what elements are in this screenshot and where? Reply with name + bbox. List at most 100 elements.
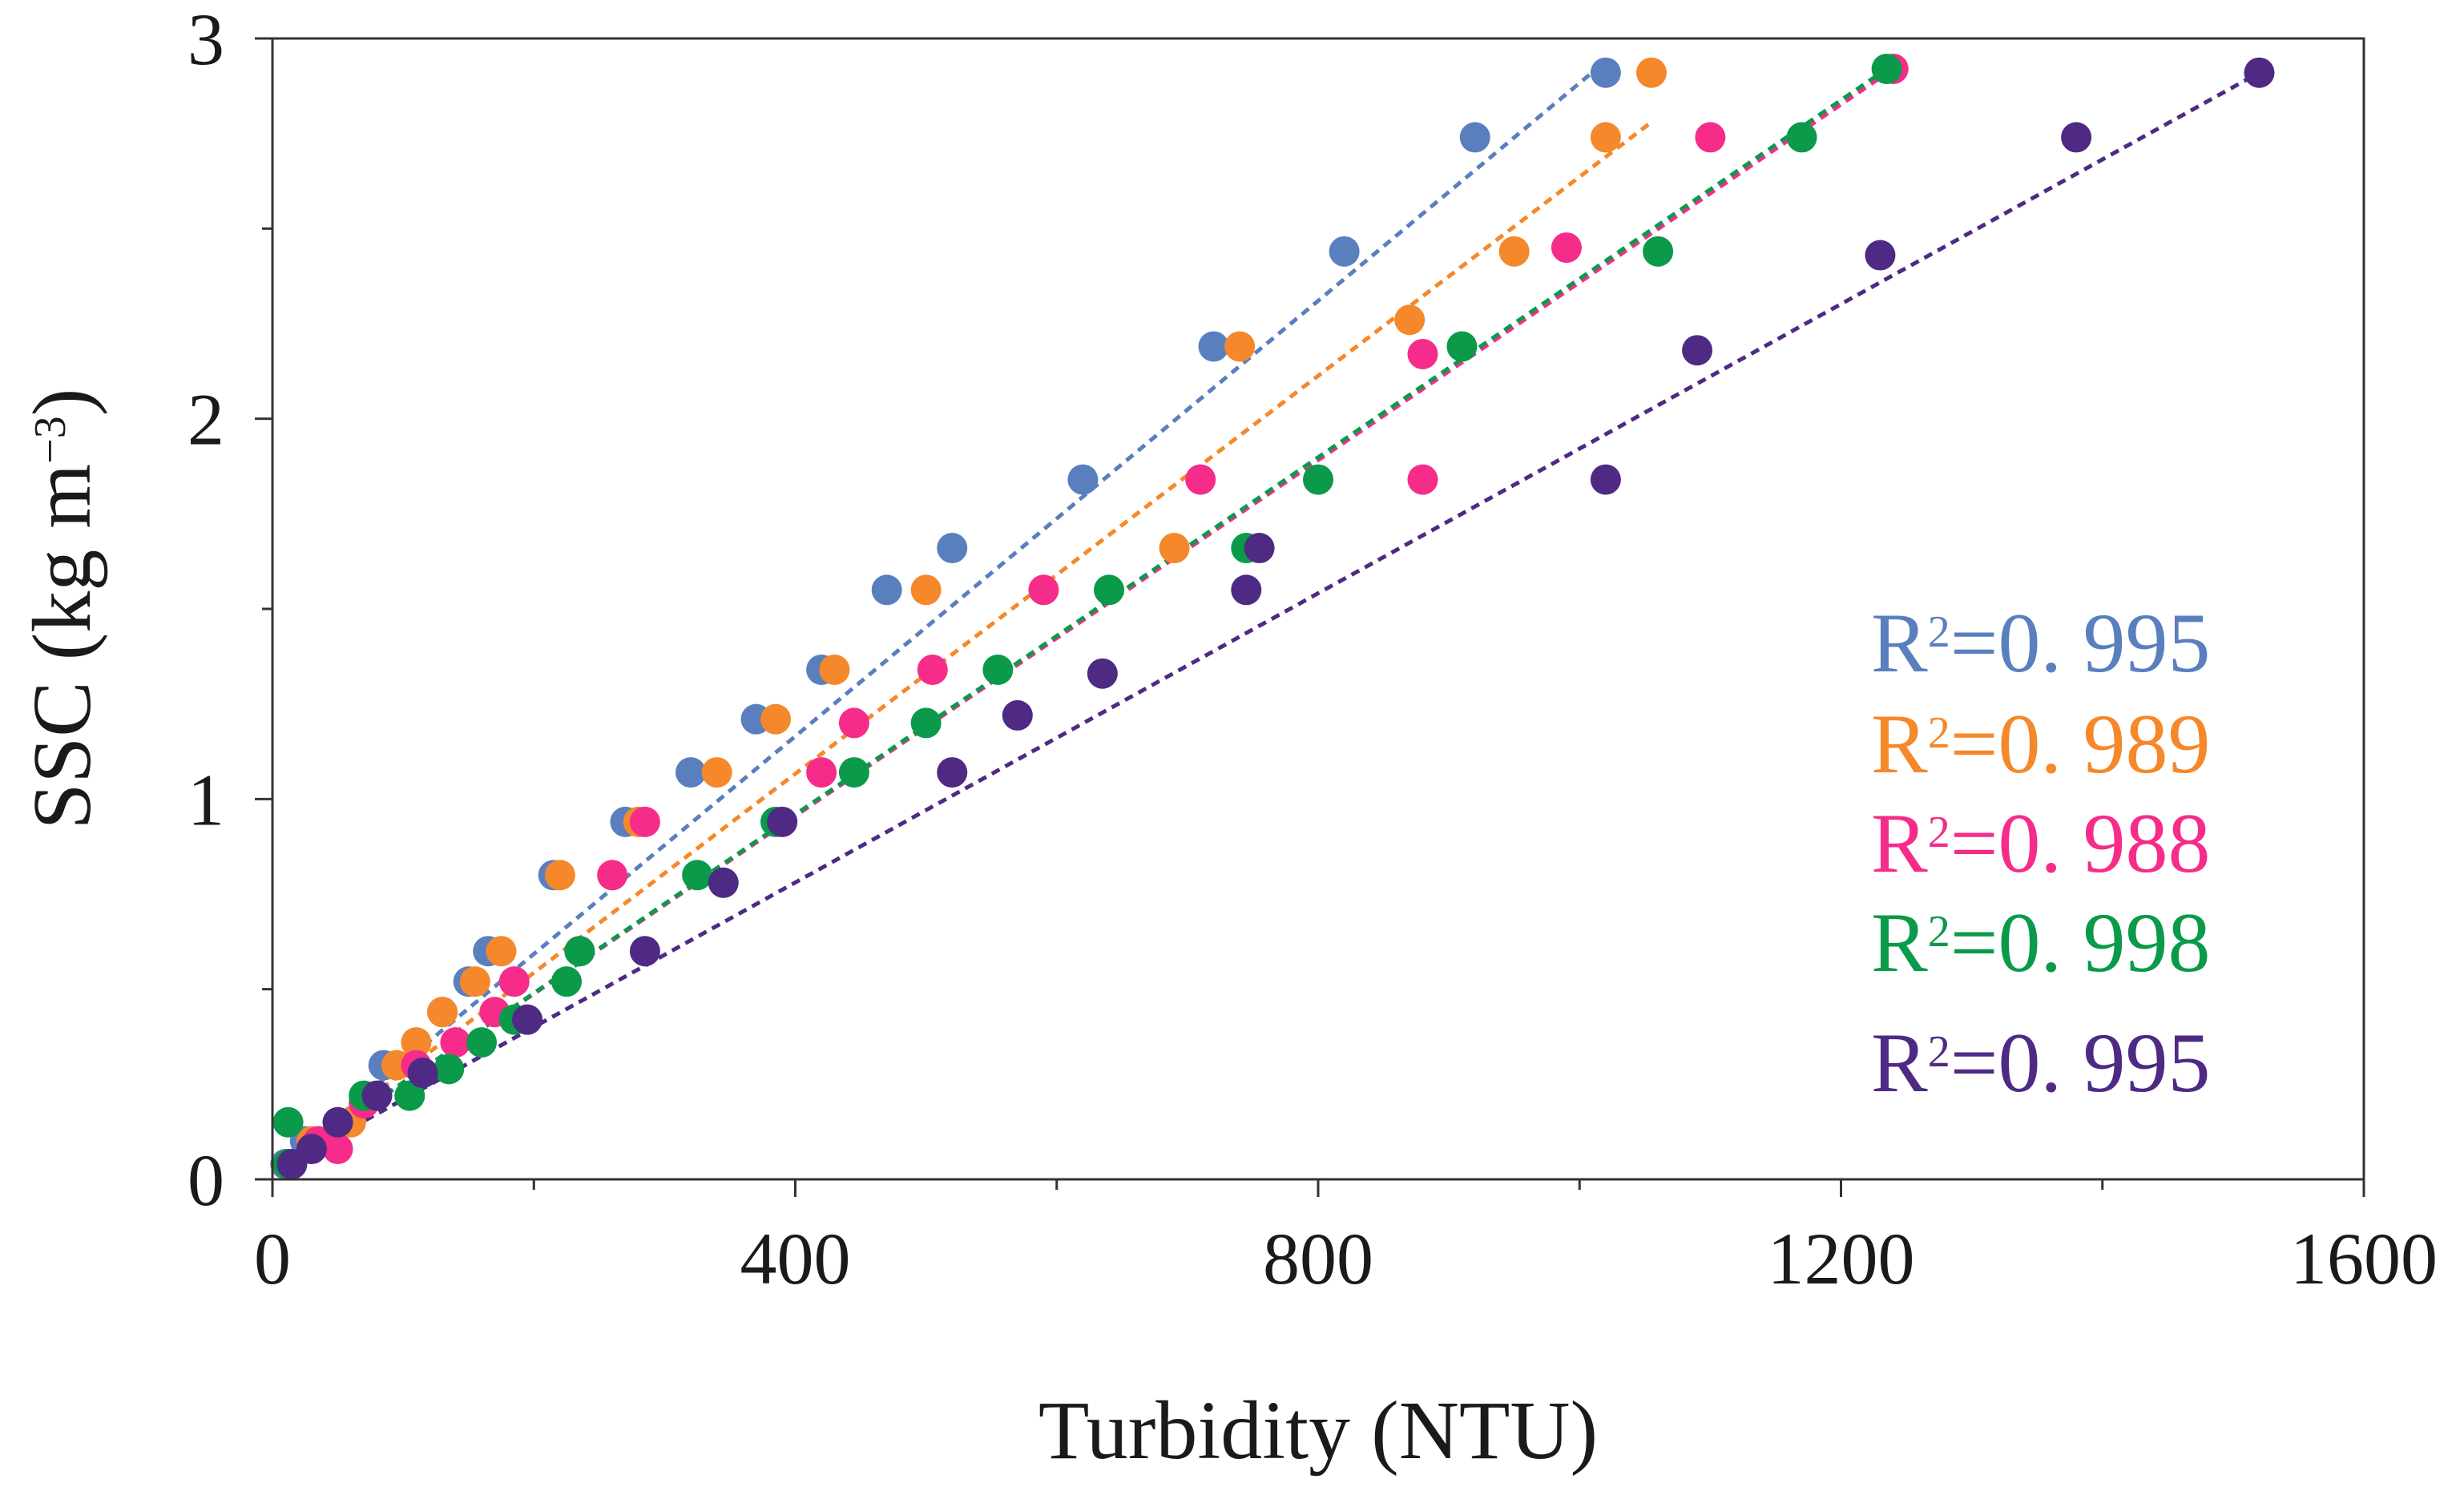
x-tick-label: 1200	[1768, 1218, 1915, 1300]
series-orange-point	[819, 654, 850, 685]
series-blue-point	[675, 757, 706, 788]
r2-value: =0. 998	[1950, 896, 2211, 989]
x-tick-label: 1600	[2290, 1218, 2438, 1300]
series-orange-point	[1394, 304, 1426, 336]
series-purple-point	[2244, 57, 2275, 88]
series-pink-point	[1695, 122, 1726, 153]
series-purple-point	[1244, 533, 1275, 564]
axis-ticks	[255, 37, 2365, 1197]
r2-prefix: R	[1871, 596, 1928, 690]
series-green-point	[1303, 464, 1333, 495]
r2-prefix: R	[1871, 1016, 1928, 1110]
series-green-point	[564, 936, 595, 967]
series-purple-point	[629, 936, 660, 967]
y-tick-label: 1	[188, 759, 224, 840]
r2-exponent: 2	[1928, 607, 1950, 657]
series-purple-point	[1865, 240, 1896, 271]
r2-exponent: 2	[1928, 708, 1950, 758]
series-pink-point	[838, 707, 869, 739]
series-purple-point	[512, 1004, 543, 1035]
series-orange-point	[701, 757, 732, 788]
y-tick-label: 3	[188, 0, 224, 80]
series-pink-point	[1407, 338, 1438, 369]
series-green-point	[1446, 331, 1478, 362]
series-orange-point	[1498, 236, 1530, 267]
series-green-point	[1643, 236, 1674, 267]
series-blue-point	[871, 574, 902, 606]
series-pink-point	[1551, 232, 1582, 264]
series-orange-point	[1224, 331, 1256, 362]
y-axis-label: SSC (kg m−3)	[16, 389, 108, 830]
series-green-point	[466, 1027, 497, 1058]
series-pink-point	[1185, 464, 1216, 495]
tick-labels: 0 400 800 1200 1600 0 1 2 3	[188, 0, 2438, 1300]
series-green-point	[394, 1080, 425, 1111]
series-orange-point	[760, 703, 792, 735]
series-purple-point	[322, 1106, 353, 1138]
fit-lines	[271, 59, 2260, 1174]
series-orange-point	[459, 966, 490, 997]
series-green-fit-line	[271, 66, 1889, 1174]
series-blue-point	[1329, 236, 1360, 267]
r2-prefix: R	[1871, 896, 1928, 989]
series-green-point	[1871, 53, 1902, 84]
x-tick-label: 800	[1263, 1218, 1373, 1300]
series-pink-point	[597, 860, 628, 891]
r2-value: =0. 995	[1950, 596, 2211, 690]
series-orange-point	[486, 936, 517, 967]
x-tick-label: 0	[254, 1218, 291, 1300]
series-purple-point	[1231, 574, 1262, 606]
series-blue-point	[1459, 122, 1490, 153]
y-tick-label: 0	[188, 1139, 224, 1221]
series-pink-point	[806, 757, 837, 788]
series-pink-r2-label: R2=0. 988	[1871, 796, 2210, 890]
series-green-point	[1786, 122, 1817, 153]
series-pink-point	[498, 966, 530, 997]
series-blue-point	[1198, 331, 1229, 362]
series-green-point	[910, 707, 942, 739]
series-green-point	[551, 966, 583, 997]
series-purple-point	[767, 806, 798, 837]
series-purple-point	[1590, 464, 1621, 495]
series-pink-point	[917, 654, 948, 685]
series-purple-point	[296, 1134, 327, 1165]
r2-value: =0. 988	[1950, 796, 2211, 890]
series-pink-point	[1407, 464, 1438, 495]
series-orange-point	[910, 574, 942, 606]
series-orange-point	[544, 860, 575, 891]
series-purple-point	[2061, 122, 2092, 153]
r2-prefix: R	[1871, 697, 1928, 791]
series-green-point	[982, 654, 1014, 685]
series-green-point	[434, 1054, 465, 1085]
series-purple-point	[708, 867, 739, 898]
series-green-point	[682, 860, 713, 891]
series-orange-point	[401, 1027, 432, 1058]
r2-value: =0. 989	[1950, 697, 2211, 791]
y-axis-label-main: SSC (kg m	[16, 464, 108, 830]
series-blue-point	[1590, 57, 1621, 88]
data-points	[270, 53, 2275, 1180]
series-green-point	[272, 1106, 304, 1138]
series-purple-point	[361, 1080, 393, 1111]
y-tick-label: 2	[188, 379, 224, 461]
series-orange-point	[1159, 533, 1190, 564]
series-blue-r2-label: R2=0. 995	[1871, 596, 2210, 690]
series-purple-point	[1002, 699, 1033, 731]
series-orange-point	[1590, 122, 1621, 153]
x-tick-label: 400	[740, 1218, 851, 1300]
r2-prefix: R	[1871, 796, 1928, 890]
series-blue-point	[937, 533, 968, 564]
series-purple-r2-label: R2=0. 995	[1871, 1016, 2210, 1110]
series-purple-point	[407, 1058, 438, 1089]
series-orange-point	[427, 997, 458, 1028]
series-pink-point	[440, 1027, 471, 1058]
series-pink-point	[629, 806, 660, 837]
series-orange-point	[1635, 57, 1667, 88]
series-orange-r2-label: R2=0. 989	[1871, 697, 2210, 791]
series-purple-fit-line	[271, 71, 2260, 1174]
series-green-r2-label: R2=0. 998	[1871, 896, 2210, 989]
series-orange-fit-line	[271, 120, 1653, 1174]
series-green-point	[838, 757, 869, 788]
